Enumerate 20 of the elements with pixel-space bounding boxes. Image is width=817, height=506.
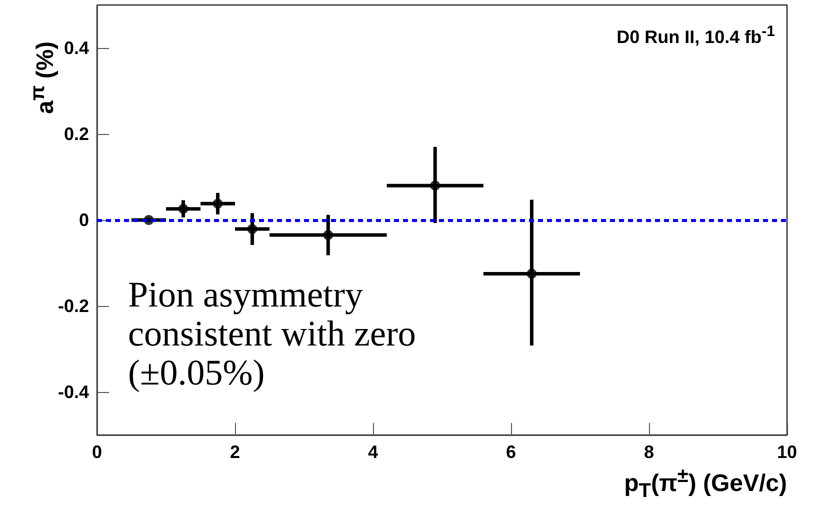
- text: D0 Run II, 10.4 fb$^{-1}$: [616, 23, 775, 47]
- point: [526, 268, 537, 279]
- x-tick-label: 6: [506, 442, 516, 462]
- x-tick-label: 2: [230, 442, 240, 462]
- y-tick-label: -0.2: [58, 296, 89, 316]
- y-tick-label: 0.2: [64, 124, 89, 144]
- x-tick-label: 0: [92, 442, 102, 462]
- point: [323, 230, 334, 240]
- x-axis-title: p$_{T}$(π$^{±}$) (GeV/c): [624, 465, 787, 502]
- x-tick-label: 4: [368, 442, 378, 462]
- point: [212, 198, 223, 209]
- point: [178, 204, 188, 214]
- x-tick-label: 10: [776, 442, 798, 462]
- point: [430, 180, 440, 191]
- annotation: Pion asymmetry consistent with zero (±0.05%): [128, 274, 416, 392]
- x-tick-label: 8: [644, 442, 654, 462]
- point: [247, 224, 258, 234]
- y-tick-label: -0.4: [58, 382, 89, 402]
- y-tick-label: 0.4: [64, 38, 89, 58]
- y-tick-label: 0: [78, 210, 89, 230]
